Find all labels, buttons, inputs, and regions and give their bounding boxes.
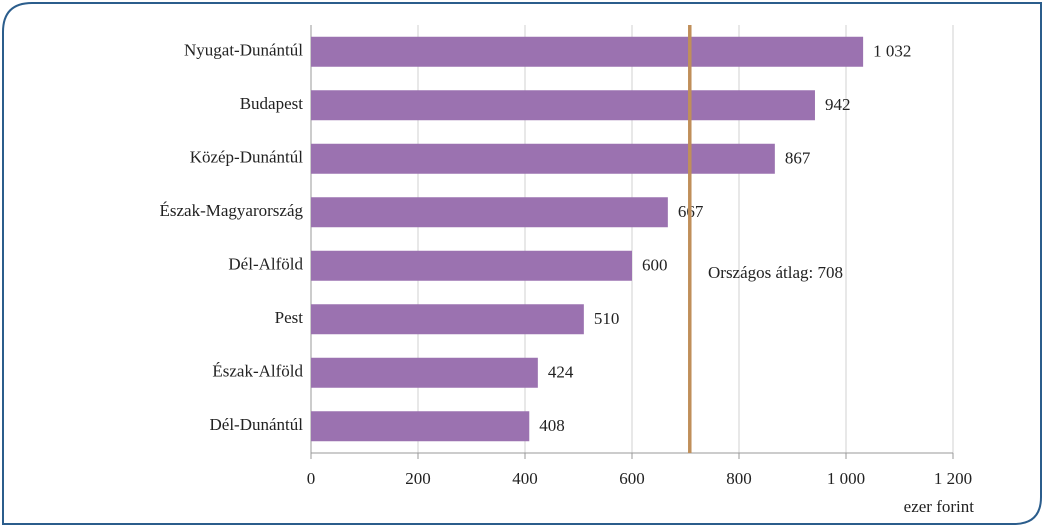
y-tick-label: Közép-Dunántúl [190, 148, 304, 167]
bar [311, 197, 668, 228]
bar [311, 143, 775, 174]
x-tick-label: 800 [726, 469, 752, 488]
value-label: 942 [825, 95, 851, 114]
bar [311, 90, 815, 121]
value-label: 408 [539, 416, 565, 435]
y-tick-label: Budapest [240, 94, 304, 113]
value-label: 1 032 [873, 42, 911, 61]
bar [311, 411, 530, 442]
value-label: 867 [785, 149, 811, 168]
bar [311, 304, 584, 335]
x-tick-label: 0 [307, 469, 316, 488]
y-tick-label: Nyugat-Dunántúl [184, 41, 303, 60]
x-tick-label: 600 [619, 469, 645, 488]
x-tick-label: 1 200 [934, 469, 972, 488]
x-axis-label: ezer forint [904, 497, 975, 516]
x-tick-label: 1 000 [827, 469, 865, 488]
y-tick-label: Dél-Dunántúl [210, 415, 304, 434]
bar [311, 36, 864, 67]
y-tick-label: Észak-Magyarország [160, 201, 304, 220]
bar [311, 357, 538, 388]
y-tick-label: Pest [275, 308, 304, 327]
value-label: 510 [594, 309, 620, 328]
x-tick-label: 200 [405, 469, 431, 488]
reference-label: Országos átlag: 708 [708, 263, 843, 282]
bar [311, 250, 632, 281]
value-label: 424 [548, 363, 574, 382]
value-label: 600 [642, 256, 668, 275]
y-tick-label: Dél-Alföld [228, 255, 303, 274]
y-tick-label: Észak-Alföld [212, 362, 303, 381]
x-tick-label: 400 [512, 469, 538, 488]
